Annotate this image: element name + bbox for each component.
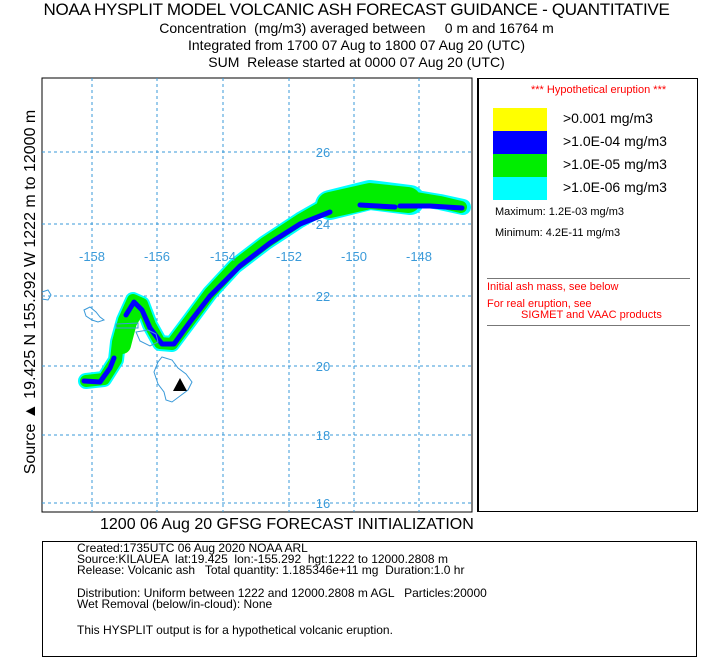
swatch-yellow <box>493 108 547 131</box>
plume-green-blob <box>317 183 421 218</box>
wet-removal-line: Wet Removal (below/in-cloud): None <box>77 597 273 611</box>
map-frame <box>41 77 473 513</box>
subtitle-integration: Integrated from 1700 07 Aug to 1800 07 A… <box>188 37 525 53</box>
minimum-value: Minimum: 4.2E-11 mg/m3 <box>495 227 621 239</box>
source-line: Source:KILAUEA lat:19.425 lon:-155.292 h… <box>77 552 448 566</box>
swatch-green <box>493 154 547 177</box>
lon-label: -152 <box>276 249 302 264</box>
lat-label: 16 <box>316 496 330 511</box>
legend-level-label: >1.0E-06 mg/m3 <box>563 179 667 195</box>
island-molokai <box>115 322 139 329</box>
plume-blue <box>81 202 465 385</box>
divider <box>487 278 690 279</box>
subtitle-concentration: Concentration (mg/m3) averaged between 0… <box>159 20 554 36</box>
legend-level-label: >1.0E-04 mg/m3 <box>563 133 667 149</box>
sigmet-vaac-note: SIGMET and VAAC products <box>521 309 662 321</box>
lon-label: -154 <box>210 249 236 264</box>
release-line: Release: Volcanic ash Total quantity: 1.… <box>77 563 465 577</box>
island-maui <box>135 329 159 347</box>
lat-label: 20 <box>316 359 330 374</box>
plume-green-blob-west <box>113 301 144 354</box>
graticule <box>42 78 472 512</box>
legend-panel: *** Hypothetical eruption *** >0.001 mg/… <box>477 78 698 512</box>
divider <box>487 325 690 326</box>
forecast-initialization: 1200 06 Aug 20 GFSG FORECAST INITIALIZAT… <box>100 516 474 533</box>
legend-level-label: >0.001 mg/m3 <box>563 110 653 126</box>
longitude-labels: -158 -156 -154 -152 -150 -148 <box>79 249 432 264</box>
lat-label: 26 <box>316 145 330 160</box>
hypothetical-note: *** Hypothetical eruption *** <box>531 84 667 96</box>
island-kauai <box>41 289 52 301</box>
maximum-value: Maximum: 1.2E-03 mg/m3 <box>495 206 624 218</box>
lon-label: -158 <box>79 249 105 264</box>
lon-label: -156 <box>144 249 170 264</box>
latitude-labels: 26 24 22 20 18 16 <box>316 145 330 511</box>
lon-label: -150 <box>341 249 367 264</box>
distribution-line: Distribution: Uniform between 1222 and 1… <box>77 586 487 600</box>
source-axis-label: Source ▲ 19.425 N 155.292 W 1222 m to 12… <box>22 109 39 475</box>
island-oahu <box>83 306 106 323</box>
coastlines <box>41 289 193 403</box>
created-line: Created:1735UTC 06 Aug 2020 NOAA ARL <box>77 541 308 555</box>
swatch-cyan <box>493 177 547 200</box>
lat-label: 22 <box>316 289 330 304</box>
lon-label: -148 <box>406 249 432 264</box>
real-eruption-note: For real eruption, see <box>487 298 592 310</box>
initial-mass-note: Initial ash mass, see below <box>487 281 619 293</box>
chart-title: NOAA HYSPLIT MODEL VOLCANIC ASH FORECAST… <box>43 0 670 19</box>
ash-plume <box>78 180 471 389</box>
island-hawaii <box>153 356 193 403</box>
swatch-blue <box>493 131 547 154</box>
run-info-box: Created:1735UTC 06 Aug 2020 NOAA ARL Sou… <box>42 541 697 657</box>
source-triangle-icon <box>173 378 187 391</box>
lat-label: 18 <box>316 428 330 443</box>
legend-level-label: >1.0E-05 mg/m3 <box>563 156 667 172</box>
subtitle-release: SUM Release started at 0000 07 Aug 20 (U… <box>208 54 505 70</box>
lat-label: 24 <box>316 217 330 232</box>
disclaimer-line: This HYSPLIT output is for a hypothetica… <box>77 623 393 637</box>
